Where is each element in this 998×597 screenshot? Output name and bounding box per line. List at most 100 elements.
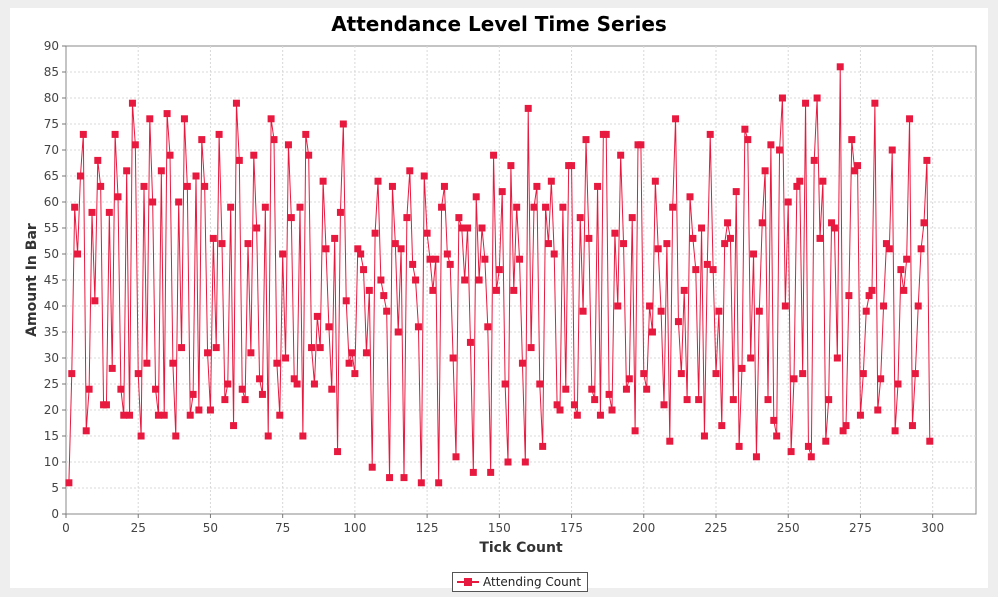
data-point bbox=[706, 130, 714, 138]
data-point bbox=[923, 156, 931, 164]
x-tick-label: 25 bbox=[131, 521, 146, 535]
data-point bbox=[287, 214, 295, 222]
data-point bbox=[819, 177, 827, 185]
data-point bbox=[235, 156, 243, 164]
data-point bbox=[570, 401, 578, 409]
data-point bbox=[573, 411, 581, 419]
data-point bbox=[264, 432, 272, 440]
data-point bbox=[302, 130, 310, 138]
data-point bbox=[726, 234, 734, 242]
data-point bbox=[469, 468, 477, 476]
y-tick-label: 90 bbox=[44, 39, 59, 53]
data-point bbox=[206, 406, 214, 414]
data-point bbox=[362, 349, 370, 357]
data-point bbox=[279, 250, 287, 258]
data-point bbox=[542, 203, 550, 211]
data-point bbox=[752, 453, 760, 461]
data-point bbox=[744, 136, 752, 144]
data-point bbox=[365, 286, 373, 294]
chart-title: Attendance Level Time Series bbox=[331, 12, 667, 36]
data-point bbox=[397, 245, 405, 253]
data-point bbox=[813, 94, 821, 102]
data-point bbox=[282, 354, 290, 362]
data-point bbox=[97, 182, 105, 190]
data-point bbox=[810, 156, 818, 164]
data-point bbox=[692, 266, 700, 274]
data-point bbox=[435, 479, 443, 487]
data-point bbox=[620, 240, 628, 248]
data-point bbox=[440, 182, 448, 190]
legend: Attending Count bbox=[452, 572, 589, 592]
data-point bbox=[755, 307, 763, 315]
data-point bbox=[741, 125, 749, 133]
data-point bbox=[900, 286, 908, 294]
data-point bbox=[82, 427, 90, 435]
data-point bbox=[244, 240, 252, 248]
data-point bbox=[602, 130, 610, 138]
data-point bbox=[377, 276, 385, 284]
data-point bbox=[663, 240, 671, 248]
data-point bbox=[417, 479, 425, 487]
data-point bbox=[478, 224, 486, 232]
data-point bbox=[648, 328, 656, 336]
data-point bbox=[238, 385, 246, 393]
x-axis-title: Tick Count bbox=[479, 540, 563, 556]
data-point bbox=[709, 266, 717, 274]
x-tick-label: 0 bbox=[62, 521, 70, 535]
data-point bbox=[128, 99, 136, 107]
data-point bbox=[438, 203, 446, 211]
data-point bbox=[544, 240, 552, 248]
data-point bbox=[700, 432, 708, 440]
y-tick-label: 40 bbox=[44, 299, 59, 313]
data-point bbox=[920, 219, 928, 227]
data-point bbox=[166, 151, 174, 159]
data-point bbox=[585, 234, 593, 242]
data-point bbox=[533, 182, 541, 190]
data-point bbox=[178, 344, 186, 352]
data-point bbox=[131, 141, 139, 149]
data-point bbox=[183, 182, 191, 190]
data-point bbox=[796, 177, 804, 185]
data-point bbox=[172, 432, 180, 440]
x-tick-label: 225 bbox=[705, 521, 728, 535]
data-point bbox=[550, 250, 558, 258]
data-point bbox=[894, 380, 902, 388]
data-point bbox=[481, 255, 489, 263]
data-point bbox=[414, 323, 422, 331]
data-point bbox=[695, 396, 703, 404]
data-point bbox=[914, 302, 922, 310]
data-point bbox=[374, 177, 382, 185]
data-point bbox=[270, 136, 278, 144]
data-point bbox=[154, 411, 162, 419]
data-point bbox=[146, 115, 154, 123]
data-point bbox=[342, 297, 350, 305]
data-point bbox=[322, 245, 330, 253]
data-point bbox=[891, 427, 899, 435]
data-point bbox=[643, 385, 651, 393]
data-point bbox=[383, 307, 391, 315]
y-tick-label: 20 bbox=[44, 403, 59, 417]
data-point bbox=[750, 250, 758, 258]
data-point bbox=[105, 208, 113, 216]
data-point bbox=[426, 255, 434, 263]
y-tick-label: 10 bbox=[44, 455, 59, 469]
data-point bbox=[588, 385, 596, 393]
data-point bbox=[596, 411, 604, 419]
data-point bbox=[625, 375, 633, 383]
data-point bbox=[793, 182, 801, 190]
data-point bbox=[903, 255, 911, 263]
data-point bbox=[862, 307, 870, 315]
x-tick-label: 200 bbox=[632, 521, 655, 535]
data-point bbox=[192, 172, 200, 180]
data-point bbox=[906, 115, 914, 123]
data-point bbox=[143, 359, 151, 367]
data-point bbox=[501, 380, 509, 388]
data-point bbox=[247, 349, 255, 357]
data-point bbox=[273, 359, 281, 367]
data-point bbox=[152, 385, 160, 393]
data-point bbox=[911, 370, 919, 378]
data-point bbox=[521, 458, 529, 466]
data-point bbox=[836, 63, 844, 71]
data-point bbox=[446, 260, 454, 268]
data-point bbox=[851, 167, 859, 175]
